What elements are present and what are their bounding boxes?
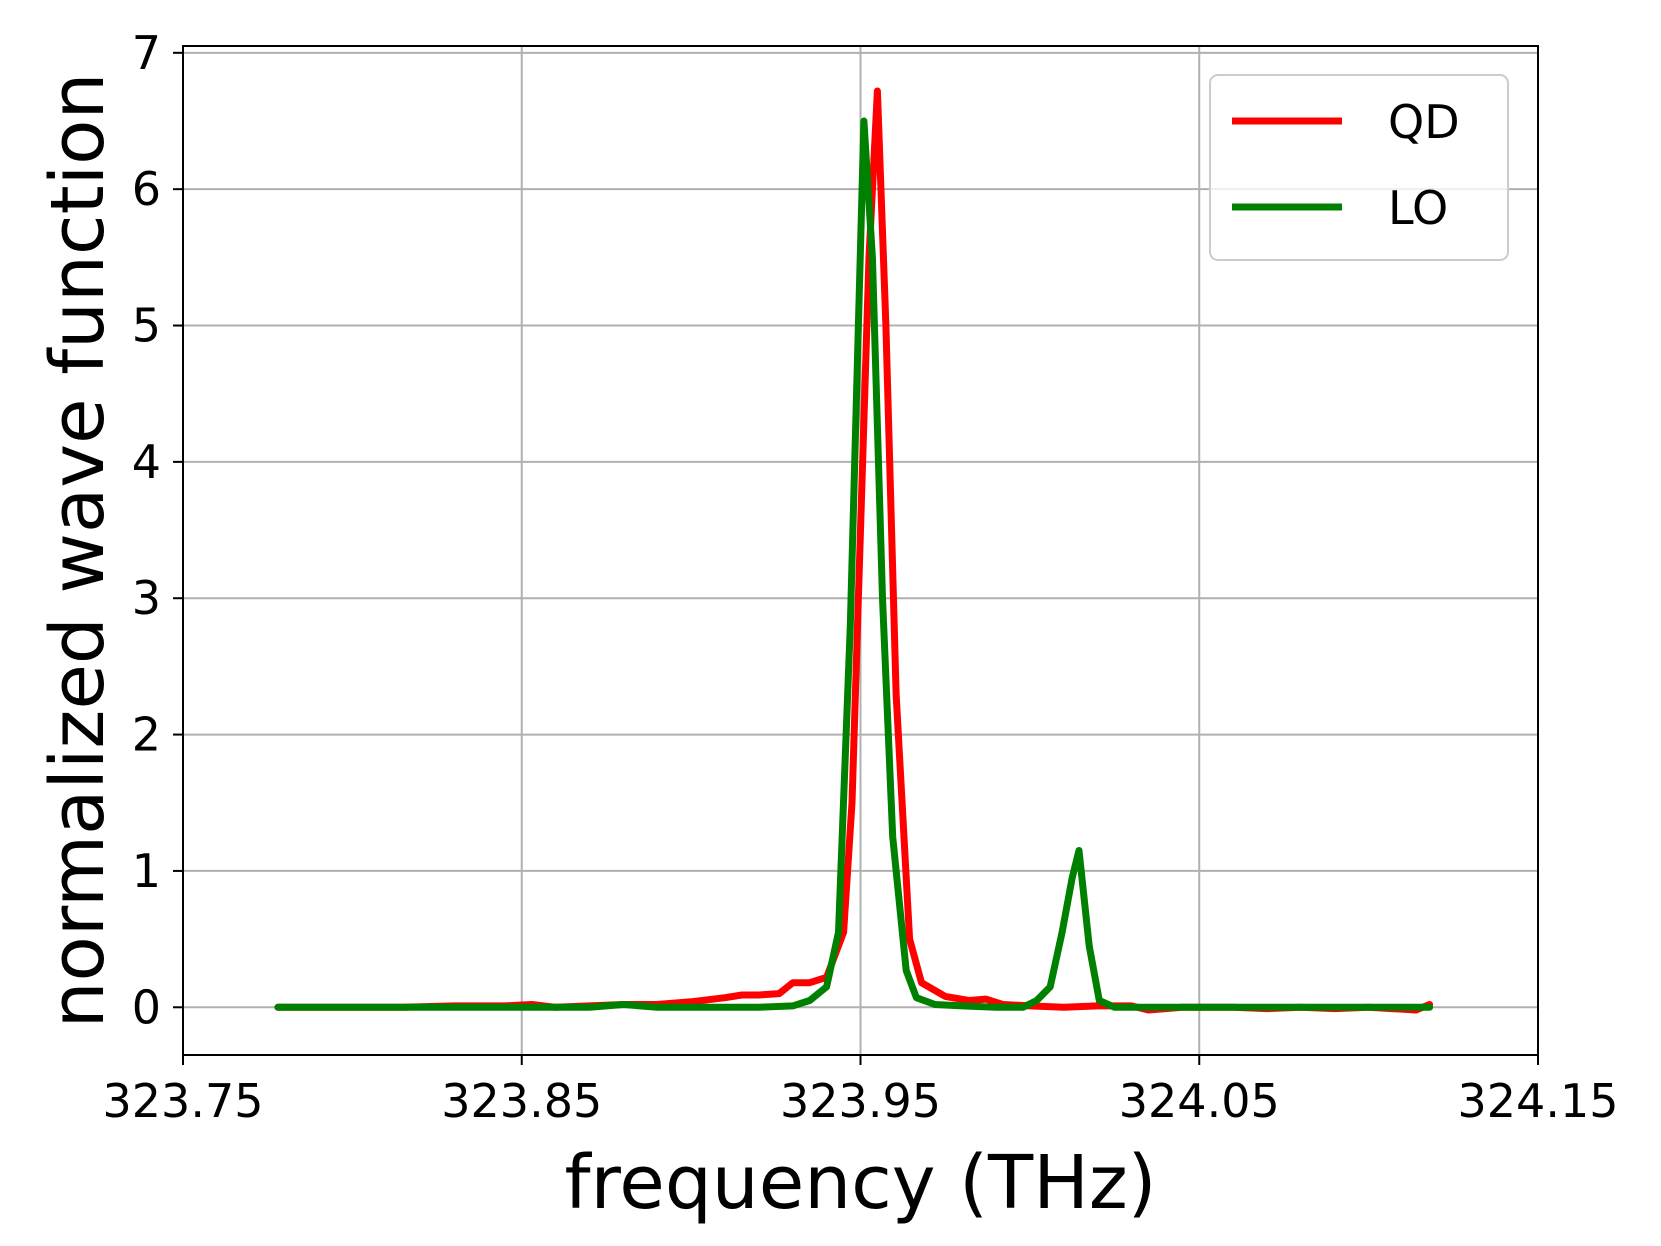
x-axis-title: frequency (THz) (564, 1140, 1156, 1226)
legend: QD LO (1209, 74, 1509, 261)
x-tick-label: 324.05 (1119, 1074, 1280, 1128)
y-tick-label: 3 (132, 571, 161, 625)
y-tick-label: 0 (132, 980, 161, 1034)
series-group (274, 87, 1434, 1014)
series-line-lo (274, 117, 1434, 1011)
y-tick-label: 7 (132, 26, 161, 80)
x-tick-label: 323.95 (780, 1074, 941, 1128)
x-tick-label: 323.85 (441, 1074, 602, 1128)
y-tick-label: 2 (132, 708, 161, 762)
legend-label-lo: LO (1388, 181, 1448, 235)
axis-ticks: 323.75 323.85 323.95 324.05 324.15 0 1 2 3 4 5 6 7 (103, 26, 1619, 1128)
legend-box (1209, 74, 1509, 261)
y-tick-label: 4 (132, 435, 161, 489)
x-tick-label: 323.75 (103, 1074, 264, 1128)
x-tick-label: 324.15 (1458, 1074, 1619, 1128)
y-axis-title: normalized wave function (35, 73, 121, 1029)
y-tick-label: 5 (132, 299, 161, 353)
y-tick-label: 6 (132, 162, 161, 216)
legend-label-qd: QD (1388, 95, 1460, 149)
y-tick-label: 1 (132, 844, 161, 898)
